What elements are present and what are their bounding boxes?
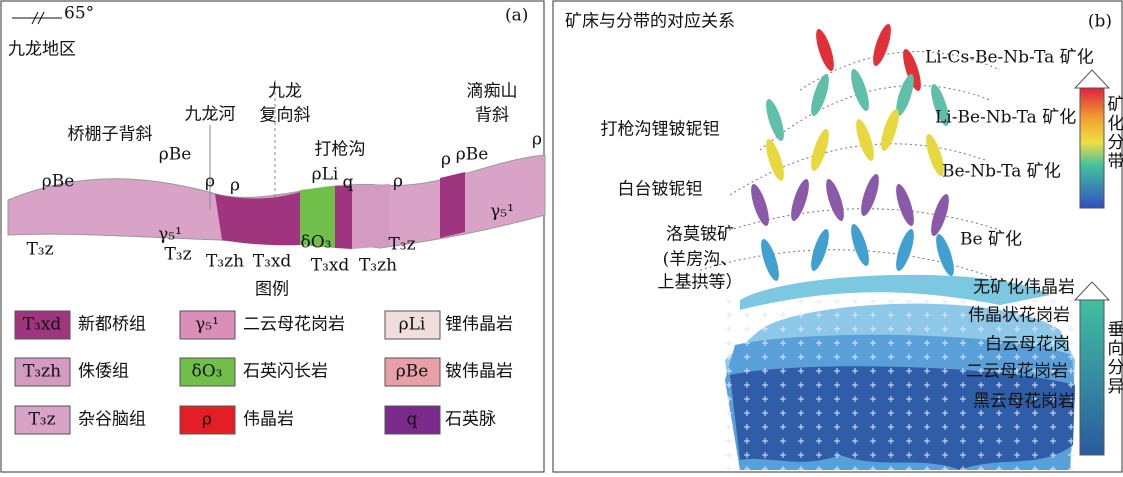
granite-texture [725,300,1077,470]
legend-name: 锂伟晶岩 [445,315,513,335]
t3xd-zone [215,192,300,245]
legend-symbol: T₃z [28,410,55,430]
legend-name: 石英脉 [445,410,496,430]
zone-label: Be-Nb-Ta 矿化 [942,162,1061,182]
deposit-label: 洛莫铍矿 [666,225,734,245]
pegmatite-lens [869,22,894,68]
t3xd-zone [335,186,352,249]
pegmatite-lens [822,177,847,223]
rock-zone-label: 伟晶状花岗岩 [968,306,1070,326]
rock-label: ρ [441,150,451,170]
strike-symbol [12,12,62,24]
rock-label: ρ [205,172,215,192]
rock-label: ρLi [312,165,339,185]
arrow-label: 垂向分异 [1104,320,1123,396]
legend-name: 伟晶岩 [243,410,294,430]
pegmatite-lens [757,237,782,283]
rock-zone-label: 白云母花岗 [985,335,1070,355]
pegmatite-lens [857,172,882,218]
legend-name: 杂谷脑组 [78,410,146,430]
zone-label: Be 矿化 [960,230,1022,250]
deposit-label: 白台铍铌钽 [618,180,703,200]
rock-label: T₃xd [311,256,350,276]
differentiation-arrowhead [1075,282,1109,300]
legend-name: 侏倭组 [78,362,129,382]
rock-label: T₃zh [359,256,397,276]
pegmatite-lens [847,67,872,113]
zone-boundary [700,250,1000,280]
panel-label: (a) [505,6,528,26]
legend-symbol: γ₅¹ [195,315,219,335]
legend-symbol: q [407,410,418,430]
t3zh-zone [352,184,390,249]
pegmatite-lens [747,182,772,228]
rock-label: T₃z [388,235,415,255]
structure-label: 打枪沟 [315,140,366,160]
differentiation-arrow [1080,300,1104,455]
pegmatite-lens [762,137,787,183]
legend-symbol: ρBe [396,362,429,382]
rock-label: ρ [532,130,542,150]
strike-angle: 65° [64,4,94,24]
legend-name: 铍伟晶岩 [445,362,513,382]
rock-zone-label: 二云母花岗岩 [966,362,1068,382]
legend-symbol: T₃xd [23,315,62,335]
panel-title: 矿床与分带的对应关系 [565,12,735,32]
pegmatite-lens [877,107,902,153]
structure-label: 滴痴山 [467,82,518,102]
legend-name: 新都桥组 [78,315,146,335]
legend-name: 石英闪长岩 [243,362,328,382]
zoning-arrowhead [1075,70,1109,88]
pegmatite-lens [812,27,837,73]
pegmatite-lens [892,182,917,228]
pegmatite-lens [847,222,872,268]
zone-label: Li-Be-Nb-Ta 矿化 [935,108,1076,128]
pegmatite-lens [892,227,917,273]
rock-label: T₃z [164,245,191,265]
t3zh-zone [440,172,465,238]
pegmatite-lens [932,232,957,278]
pegmatite-lens [927,192,952,238]
pegmatite-lens [807,127,832,173]
rock-label: δO₃ [301,233,332,253]
pegmatite-lens [852,117,877,163]
rock-label: γ₅¹ [490,202,514,222]
rock-label: T₃zh [206,252,244,272]
structure-label: 九龙 [268,82,302,102]
legend-symbol: ρLi [399,315,426,335]
legend-title: 图例 [255,280,289,300]
rock-zone-label: 无矿化伟晶岩 [973,278,1075,298]
deposit-label: 上基拱等） [658,273,743,293]
rock-label: T₃xd [253,252,292,272]
rock-label: q [343,173,354,193]
rock-label: ρBe [456,145,489,165]
rock-zone-label: 黑云母花岗岩 [973,392,1075,412]
rock-label: ρBe [159,145,192,165]
rock-label: T₃z [26,240,53,260]
legend-name: 二云母花岗岩 [243,315,345,335]
zoning-arrow [1080,88,1104,208]
deposit-label: (羊房沟、 [663,250,738,270]
arrow-label: 矿化分带 [1104,95,1123,171]
structure-label: 背斜 [475,106,509,126]
rock-label: ρ [393,172,403,192]
pegmatite-lens [787,177,812,223]
structure-label: 复向斜 [260,106,311,126]
structure-label: 桥棚子背斜 [68,125,153,145]
pegmatite-lens [762,97,787,143]
legend-symbol: ρ [202,410,212,430]
zone-label: Li-Cs-Be-Nb-Ta 矿化 [925,48,1094,68]
legend-symbol: δO₃ [192,362,223,382]
rock-label: ρBe [42,172,75,192]
rock-label: ρ [230,176,240,196]
pegmatite-lens [807,72,832,118]
region-label: 九龙地区 [8,40,76,60]
structure-label: 九龙河 [185,105,236,125]
panel-label: (b) [1088,12,1112,32]
deposit-label: 打枪沟锂铍铌钽 [601,120,720,140]
legend-symbol: T₃zh [23,362,61,382]
rock-label: γ₅¹ [158,225,182,245]
